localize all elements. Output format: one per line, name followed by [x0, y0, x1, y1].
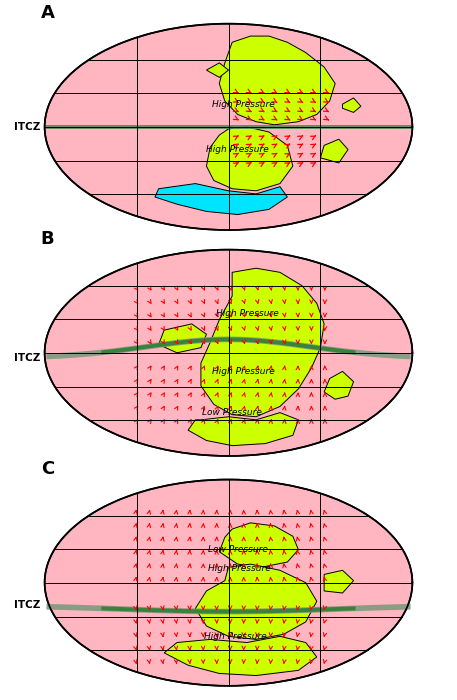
Polygon shape — [47, 337, 410, 359]
Polygon shape — [188, 412, 298, 446]
Polygon shape — [342, 98, 361, 113]
Text: ITCZ: ITCZ — [14, 353, 41, 363]
Text: High Pressure: High Pressure — [204, 632, 267, 640]
Text: A: A — [41, 4, 54, 22]
Polygon shape — [324, 372, 354, 399]
Text: Low Pressure: Low Pressure — [202, 408, 262, 417]
Ellipse shape — [45, 480, 412, 686]
Polygon shape — [324, 570, 354, 593]
Polygon shape — [47, 604, 410, 615]
Polygon shape — [196, 564, 317, 639]
Text: ITCZ: ITCZ — [14, 122, 41, 132]
Polygon shape — [101, 606, 356, 614]
Text: C: C — [41, 460, 54, 477]
Polygon shape — [219, 36, 335, 125]
Text: Low Pressure: Low Pressure — [208, 545, 268, 554]
Text: B: B — [41, 230, 54, 248]
Text: High Pressure: High Pressure — [212, 367, 275, 376]
Ellipse shape — [45, 250, 412, 456]
Polygon shape — [320, 139, 348, 163]
Bar — [47, 125, 410, 129]
Text: High Pressure: High Pressure — [212, 99, 275, 108]
Polygon shape — [207, 63, 228, 77]
Ellipse shape — [45, 24, 412, 230]
Polygon shape — [219, 523, 298, 567]
Text: High Pressure: High Pressure — [206, 145, 269, 154]
Text: ITCZ: ITCZ — [14, 601, 41, 610]
Polygon shape — [155, 183, 287, 214]
Polygon shape — [159, 324, 207, 353]
Polygon shape — [101, 337, 356, 354]
Polygon shape — [207, 127, 293, 191]
Polygon shape — [201, 268, 324, 416]
Text: High Pressure: High Pressure — [216, 309, 278, 318]
Text: High Pressure: High Pressure — [208, 564, 271, 573]
Polygon shape — [164, 636, 317, 676]
